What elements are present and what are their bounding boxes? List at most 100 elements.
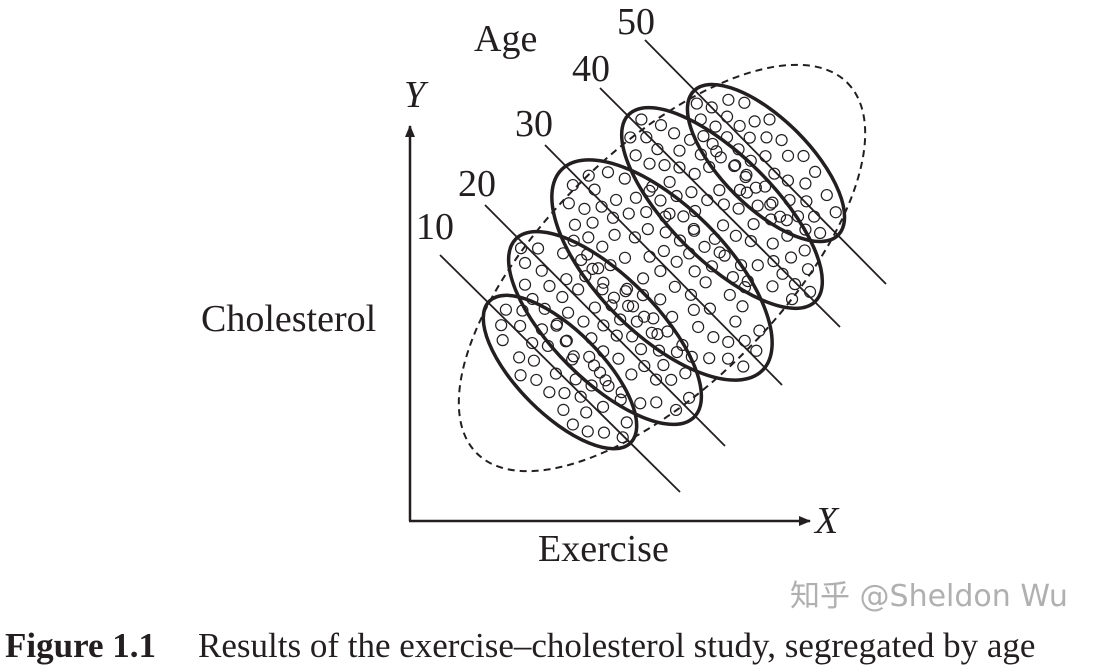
data-point bbox=[728, 159, 741, 173]
data-point bbox=[628, 231, 641, 244]
data-point bbox=[798, 244, 811, 257]
age-label-10: 10 bbox=[416, 206, 454, 248]
data-point bbox=[748, 115, 761, 128]
age-30-regression-line bbox=[544, 144, 783, 386]
data-point bbox=[668, 280, 681, 293]
data-point bbox=[652, 344, 666, 357]
data-point bbox=[673, 161, 686, 174]
data-point bbox=[665, 373, 678, 386]
data-point bbox=[556, 290, 569, 304]
data-point bbox=[780, 214, 793, 227]
data-point bbox=[722, 335, 735, 349]
data-point bbox=[721, 352, 735, 365]
data-point bbox=[581, 425, 594, 438]
data-point bbox=[703, 352, 716, 365]
data-point bbox=[618, 172, 631, 185]
data-point bbox=[614, 313, 627, 326]
data-point bbox=[495, 319, 508, 332]
age-title: Age bbox=[474, 18, 538, 60]
y-axis-label: Y bbox=[404, 74, 426, 116]
data-point bbox=[733, 183, 747, 196]
data-point bbox=[550, 317, 564, 331]
data-point bbox=[800, 195, 813, 208]
data-point bbox=[629, 191, 643, 204]
data-point bbox=[649, 373, 663, 386]
data-point bbox=[781, 174, 795, 187]
data-point bbox=[740, 186, 753, 199]
data-point bbox=[657, 358, 670, 372]
data-point bbox=[667, 127, 681, 140]
data-point bbox=[677, 210, 690, 223]
data-point bbox=[717, 198, 731, 211]
data-point bbox=[760, 131, 773, 144]
data-point bbox=[592, 262, 605, 275]
data-point bbox=[527, 354, 541, 367]
age-10-ellipse bbox=[481, 293, 639, 451]
data-point bbox=[596, 283, 609, 296]
data-point bbox=[744, 154, 757, 167]
data-point bbox=[807, 210, 821, 223]
age-group-10 bbox=[439, 254, 681, 493]
data-point bbox=[764, 198, 777, 211]
data-point bbox=[768, 167, 781, 180]
data-point bbox=[643, 250, 656, 263]
data-point bbox=[619, 285, 632, 298]
data-point bbox=[685, 186, 698, 199]
data-point bbox=[560, 273, 573, 286]
data-point bbox=[766, 237, 779, 250]
data-point bbox=[643, 157, 656, 170]
data-point bbox=[766, 280, 779, 293]
data-point bbox=[560, 334, 573, 347]
data-point bbox=[814, 226, 827, 240]
data-point bbox=[607, 291, 621, 304]
data-point bbox=[737, 360, 750, 373]
data-point bbox=[585, 379, 598, 392]
data-point bbox=[687, 303, 700, 316]
age-20-ellipse bbox=[506, 229, 704, 427]
data-point bbox=[682, 391, 696, 404]
data-point bbox=[707, 331, 720, 344]
data-point bbox=[753, 324, 766, 337]
data-point bbox=[666, 310, 679, 323]
data-point bbox=[597, 276, 610, 289]
data-point bbox=[496, 334, 509, 347]
data-point bbox=[629, 149, 642, 162]
data-point bbox=[609, 193, 623, 207]
data-point bbox=[654, 119, 668, 132]
data-point bbox=[596, 240, 609, 253]
data-point bbox=[820, 188, 833, 202]
data-point bbox=[706, 137, 719, 151]
data-point bbox=[685, 350, 698, 363]
data-point bbox=[612, 352, 625, 365]
data-point bbox=[784, 251, 798, 264]
data-point bbox=[622, 207, 635, 220]
data-point bbox=[729, 315, 742, 328]
x-axis-label: X bbox=[815, 500, 839, 542]
data-point bbox=[722, 93, 735, 106]
data-point bbox=[759, 180, 772, 193]
age-40-ellipse bbox=[619, 105, 825, 311]
data-point bbox=[526, 336, 539, 350]
data-point bbox=[670, 255, 683, 268]
data-point bbox=[543, 386, 556, 399]
data-point bbox=[799, 223, 812, 236]
data-point bbox=[710, 145, 723, 158]
data-point bbox=[732, 202, 745, 215]
data-point bbox=[585, 332, 598, 345]
data-point bbox=[699, 276, 712, 289]
data-point bbox=[646, 180, 659, 193]
data-point bbox=[638, 359, 651, 373]
overall-dashed-ellipse bbox=[457, 63, 867, 473]
data-point bbox=[788, 278, 802, 291]
data-point bbox=[562, 197, 575, 210]
age-label-50: 50 bbox=[617, 1, 655, 43]
data-point bbox=[514, 369, 527, 382]
age-group-40 bbox=[599, 87, 841, 328]
age-label-20: 20 bbox=[458, 163, 496, 205]
data-point bbox=[625, 368, 638, 381]
data-point bbox=[650, 396, 663, 409]
age-group-50 bbox=[644, 39, 887, 285]
data-point bbox=[663, 175, 676, 189]
data-point bbox=[582, 169, 595, 182]
